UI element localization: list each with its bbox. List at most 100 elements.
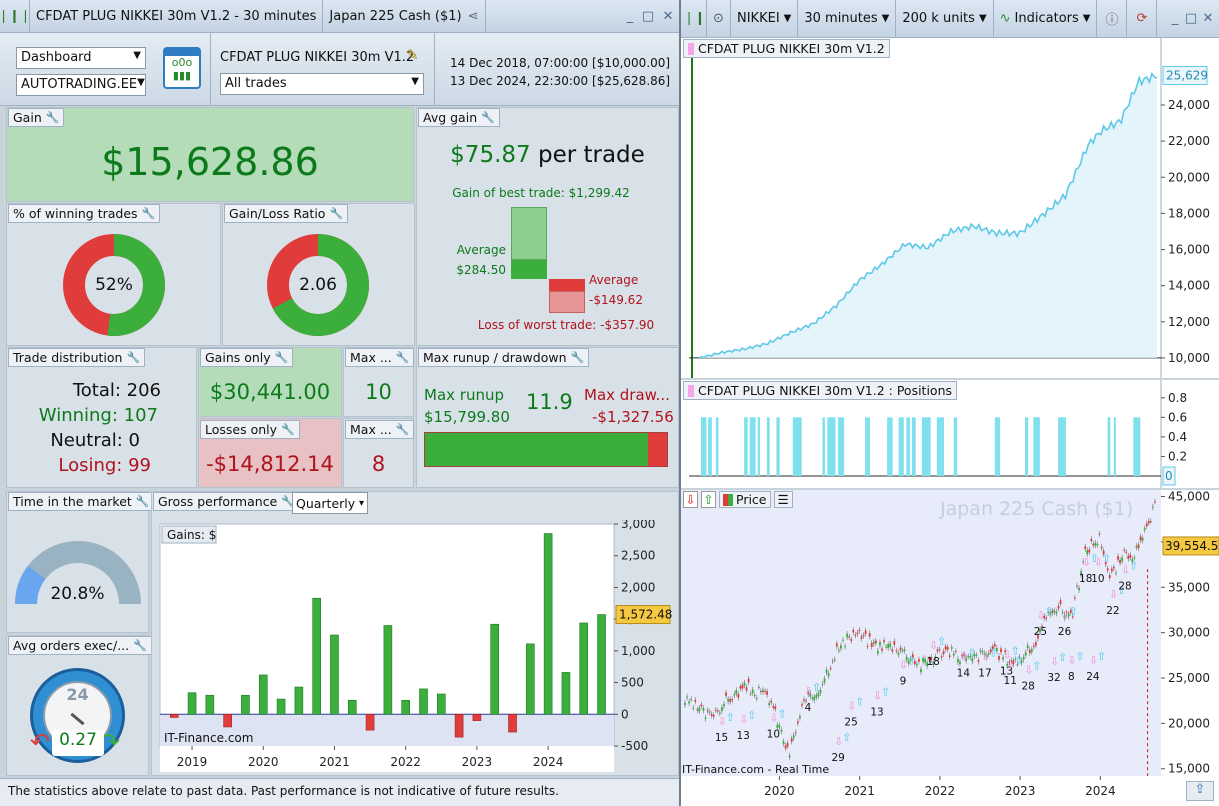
wrench-icon[interactable]: 🔧 [274,351,289,364]
candle-body [856,632,859,635]
candle-body [1100,546,1103,549]
candle-body [848,636,851,638]
avg-gain-panel [416,107,679,346]
period-select[interactable]: Quarterly ▾ [292,492,368,514]
wrench-icon[interactable]: 🔧 [481,111,495,124]
avg-win-label: Average [456,243,506,257]
trade-count-label: 13 [736,730,749,742]
instrument-label[interactable]: Japan 225 Cash ($1) ⋖ [323,0,486,32]
close-icon[interactable]: ✕ [662,8,674,24]
wrench-icon[interactable]: 🔧 [570,351,585,364]
avg-gain-label: Avg gain 🔧 [418,108,500,127]
info-icon[interactable]: ⓘ [1097,0,1128,37]
indicators-button[interactable]: ∿ Indicators ▼ [994,0,1098,37]
scroll-to-end-icon[interactable]: ⇪ [1186,781,1214,801]
price-x-label: 2021 [844,784,875,798]
position-bar [837,417,845,476]
maximize-icon[interactable]: □ [1184,11,1198,26]
maximize-icon[interactable]: □ [641,8,655,24]
instrument-select[interactable]: NIKKEI ▼ [731,0,799,37]
sell-marker-icon: ⇩ [1050,655,1059,668]
candle-body [930,656,933,660]
wrench-icon[interactable]: 🔧 [395,351,410,364]
candle-body [926,662,929,667]
candle-body [782,741,785,744]
chevron-down-icon: ▼ [1082,13,1091,24]
sell-marker-icon: ⇩ [1006,658,1015,671]
account-select[interactable]: AUTOTRADING.EE ▼ [16,74,146,96]
avg-orders-label: Avg orders exec/... 🔧 [8,636,152,655]
instrument-info-icon[interactable]: ⊙ [707,0,731,37]
share-icon[interactable]: ⋖ [467,8,479,24]
position-bar [757,417,761,476]
refresh-icon[interactable]: ⟳ [1127,0,1158,37]
indicators-icon: ∿ [999,11,1011,26]
candle-body [885,646,888,648]
minimize-icon[interactable]: _ [1171,11,1179,26]
dashboard-select[interactable]: Dashboard ▼ [16,47,146,69]
bar-2019Q4 [241,694,250,715]
sell-arrow-icon[interactable]: ⇩ [683,491,698,508]
position-bar [865,417,870,476]
units-select[interactable]: 200 k units ▼ [896,0,994,37]
price-last-box [1162,536,1219,556]
list-icon[interactable]: ☰ [773,491,793,508]
wrench-icon[interactable]: 🔧 [329,207,344,220]
candle-body [1051,610,1054,614]
timeframe-select[interactable]: 30 minutes ▼ [798,0,897,37]
candle-body [987,652,990,655]
time-market-gauge [15,541,141,605]
price-legend[interactable]: Price [719,491,771,508]
wrench-icon[interactable]: 🔧 [126,351,141,364]
position-bar [1107,417,1111,476]
wrench-icon[interactable]: 🔧 [281,423,295,436]
equity-y-label: 16,000 [1168,243,1210,257]
wrench-icon[interactable]: 🔧 [133,639,147,652]
position-bar [744,417,748,476]
trade-count-label: 17 [978,668,991,680]
candle-body [686,696,688,698]
buy-arrow-icon[interactable]: ⇧ [701,491,716,508]
minimize-icon[interactable]: _ [626,8,634,24]
candle-body [1074,597,1076,599]
candle-body [1024,652,1027,656]
sell-marker-icon: ⇩ [1121,563,1130,576]
trades-select[interactable]: All trades ▼ [220,73,424,95]
candle-body [991,646,994,650]
trade-count-label: 32 [1047,672,1060,684]
candle-body [733,693,736,696]
candle-body [731,699,734,701]
wrench-icon[interactable]: 🔧 [135,495,150,508]
positions-last-box [1162,466,1176,486]
runup-bar-fill [425,433,649,466]
candle-body [993,644,996,647]
candle-body [1082,561,1085,563]
y-tick-label: 1,000 [621,644,655,658]
sell-marker-icon: ⇩ [929,639,938,652]
window-splitter[interactable] [679,0,681,806]
candle-body [1149,521,1152,523]
y-tick-label: 500 [621,676,644,690]
equity-y-label: 12,000 [1168,315,1210,329]
candle-body [729,698,732,703]
candle-body [850,639,853,641]
wrench-icon[interactable]: 🔧 [395,423,410,436]
bar-2024Q4 [597,614,606,715]
edit-icon[interactable]: ✎ [406,46,419,64]
candle-body [1032,645,1035,647]
candle-body [852,629,855,633]
close-icon[interactable]: ✕ [1202,11,1214,26]
wrench-icon[interactable]: 🔧 [141,207,156,220]
candle-body [866,645,869,647]
candle-body [1057,605,1060,609]
trade-count-label: 10 [767,728,780,740]
candle-body [938,649,941,651]
report-icon[interactable]: o0o ▮▮▮ [163,47,201,89]
wrench-icon[interactable]: 🔧 [281,495,295,508]
candle-body [1045,617,1048,619]
runup-ratio: 11.9 [526,390,573,414]
wrench-icon[interactable]: 🔧 [45,111,60,124]
candle-body [961,655,963,657]
candle-body [766,691,768,695]
candle-body [1084,546,1087,549]
